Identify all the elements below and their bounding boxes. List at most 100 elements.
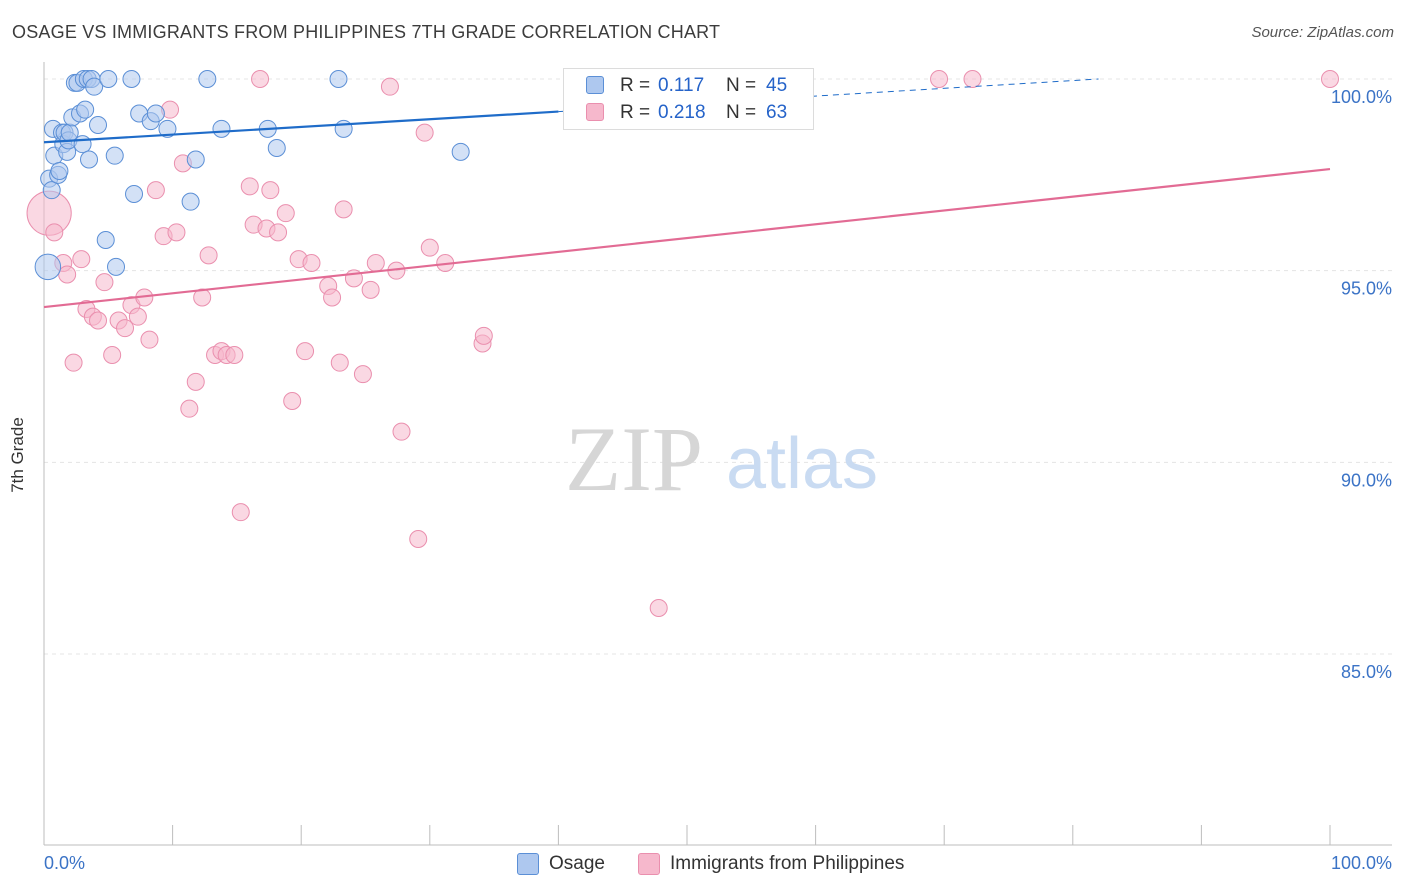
watermark-atlas: atlas: [726, 424, 878, 504]
osage-point: [181, 192, 200, 211]
phil-point: [193, 288, 212, 307]
n-label: N =: [726, 75, 757, 96]
phil-point: [1321, 70, 1339, 88]
osage-point: [107, 257, 126, 276]
phil-point: [146, 181, 165, 200]
phil-point: [225, 346, 244, 364]
stats-box: R = 0.117 N = 45 R = 0.218 N = 63: [563, 68, 814, 130]
legend-philippines-label: Immigrants from Philippines: [670, 853, 905, 874]
phil-point: [963, 70, 982, 88]
r-label: R =: [620, 75, 651, 96]
phil-point: [199, 246, 218, 265]
phil-point: [251, 70, 270, 88]
phil-point: [415, 123, 434, 142]
osage-point: [85, 77, 104, 96]
osage-point: [329, 70, 348, 88]
phil-point: [58, 265, 77, 284]
osage-point: [76, 100, 95, 119]
phil-point: [353, 365, 372, 384]
phil-point: [180, 399, 199, 418]
osage-point: [50, 162, 69, 180]
osage-point: [73, 135, 92, 154]
osage-point: [198, 70, 217, 88]
source-label: Source: ZipAtlas.com: [1251, 24, 1394, 41]
phil-point: [95, 273, 114, 292]
osage-point: [212, 119, 231, 138]
phil-point: [261, 181, 280, 200]
osage-point: [125, 185, 144, 203]
phil-point: [276, 204, 295, 223]
phil-point: [269, 223, 288, 242]
phil-point: [302, 254, 321, 272]
osage-point: [267, 139, 286, 157]
phil-point: [392, 422, 411, 441]
osage-point: [334, 119, 353, 138]
osage-point: [89, 116, 108, 134]
watermark: ZIP atlas: [565, 408, 878, 510]
y-tick-label: 90.0%: [1341, 470, 1392, 490]
x-tick-label: 100.0%: [1331, 853, 1392, 873]
r-value: 0.117: [658, 75, 705, 96]
n-label: N =: [726, 102, 757, 123]
osage-point: [34, 253, 62, 281]
osage-point: [451, 142, 470, 161]
phil-point: [334, 200, 353, 219]
phil-point: [366, 254, 385, 272]
phil-point: [240, 177, 259, 196]
osage-point: [96, 231, 115, 249]
osage-point: [80, 150, 99, 169]
y-tick-label: 100.0%: [1331, 87, 1392, 107]
axes: [43, 62, 1392, 846]
legend-osage-swatch: [517, 853, 539, 875]
n-value: 45: [766, 75, 788, 96]
phil-point: [420, 238, 439, 257]
philippines-swatch: [586, 103, 604, 121]
phil-point: [380, 77, 399, 96]
grid-lines: [44, 78, 1392, 655]
phil-point: [296, 342, 315, 361]
watermark-zip: ZIP: [565, 408, 703, 510]
phil-point: [231, 503, 250, 522]
chart-title: OSAGE VS IMMIGRANTS FROM PHILIPPINES 7TH…: [12, 22, 721, 42]
osage-swatch: [586, 76, 604, 94]
phil-point: [128, 307, 147, 326]
phil-point: [330, 353, 349, 372]
osage-point: [122, 70, 141, 88]
phil-point: [283, 392, 302, 410]
series-osage-points: [34, 70, 470, 281]
osage-point: [99, 70, 118, 88]
x-tick-label: 0.0%: [44, 853, 85, 873]
phil-point: [140, 330, 159, 349]
phil-point: [186, 372, 205, 391]
series-philippines-points: [26, 70, 1339, 617]
legend-osage-label: Osage: [549, 853, 605, 874]
osage-point: [146, 104, 165, 123]
phil-point: [930, 70, 949, 88]
phil-point: [45, 223, 64, 242]
phil-point: [89, 311, 108, 330]
y-tick-label: 85.0%: [1341, 662, 1392, 682]
osage-point: [105, 146, 124, 165]
y-tick-label: 95.0%: [1341, 279, 1392, 299]
phil-point: [103, 346, 122, 364]
legend-philippines-swatch: [638, 853, 660, 875]
tick-labels: 100.0% 95.0% 90.0% 85.0% 0.0% 100.0%: [44, 87, 1392, 873]
r-value: 0.218: [658, 102, 706, 123]
phil-point: [361, 280, 380, 299]
n-value: 63: [766, 102, 788, 123]
phil-point: [116, 319, 135, 338]
phil-point: [649, 599, 668, 617]
phil-point: [409, 530, 428, 548]
phil-point: [72, 250, 91, 269]
r-label: R =: [620, 102, 651, 123]
osage-point: [42, 181, 61, 200]
philippines-trend-line: [43, 167, 1331, 309]
osage-point: [158, 119, 177, 138]
phil-point: [474, 326, 493, 345]
osage-point: [186, 150, 205, 169]
phil-point: [167, 223, 186, 242]
phil-point: [64, 353, 83, 372]
phil-point: [323, 288, 342, 307]
osage-trend-line: [43, 110, 559, 144]
